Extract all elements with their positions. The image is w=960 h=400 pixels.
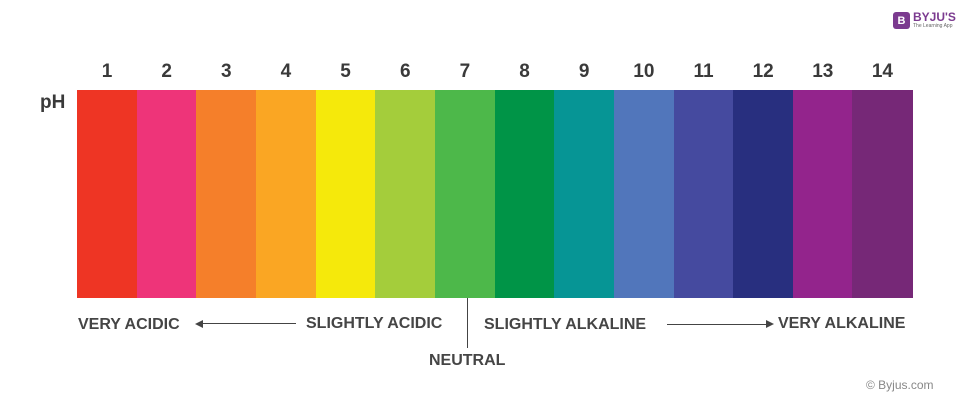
- byjus-logo: B BYJU'S The Learning App: [893, 10, 956, 29]
- ph-number: 4: [280, 61, 292, 82]
- ph-color-cell: [613, 90, 675, 298]
- ph-color-cell: [255, 90, 317, 298]
- slightly-acidic-label: SLIGHTLY ACIDIC: [306, 315, 443, 332]
- ph-color-cell: [375, 90, 436, 298]
- copyright: © Byjus.com: [866, 378, 934, 392]
- logo-b-icon: B: [893, 12, 910, 29]
- very-alkaline-label: VERY ALKALINE: [778, 315, 906, 332]
- ph-number: 3: [221, 61, 232, 82]
- ph-number: 2: [161, 61, 172, 82]
- ph-color-cell: [733, 90, 794, 298]
- arrow-left-icon: [195, 320, 203, 328]
- ph-number: 10: [633, 61, 655, 82]
- ph-color-cell: [77, 90, 138, 298]
- ph-color-cell: [852, 90, 913, 298]
- neutral-label: NEUTRAL: [429, 352, 506, 369]
- ph-color-cell: [136, 90, 198, 298]
- ph-number: 8: [519, 61, 530, 82]
- ph-number: 7: [459, 61, 471, 82]
- very-acidic-label: VERY ACIDIC: [78, 316, 180, 333]
- alkaline-arrow-line: [667, 324, 767, 325]
- ph-color-cell: [434, 90, 496, 298]
- ph-color-cell: [494, 90, 556, 298]
- ph-number: 5: [340, 61, 351, 82]
- ph-color-cell: [196, 90, 257, 298]
- neutral-divider: [467, 298, 468, 348]
- arrow-right-icon: [766, 320, 774, 328]
- ph-number: 13: [812, 61, 834, 82]
- ph-number: 14: [871, 61, 893, 82]
- ph-color-cell: [315, 90, 377, 298]
- acidic-arrow-line: [200, 323, 296, 324]
- slightly-alkaline-label: SLIGHTLY ALKALINE: [484, 316, 647, 333]
- ph-number: 12: [752, 61, 774, 82]
- ph-number: 6: [399, 61, 411, 82]
- ph-number: 9: [578, 61, 590, 82]
- ph-number: 1: [101, 61, 113, 82]
- ph-color-cell: [792, 90, 854, 298]
- ph-label: pH: [40, 92, 66, 113]
- ph-color-cell: [554, 90, 615, 298]
- logo-brand: BYJU'S: [913, 10, 956, 24]
- ph-number: 11: [693, 61, 714, 82]
- logo-tagline: The Learning App: [913, 23, 953, 29]
- ph-color-cell: [673, 90, 734, 298]
